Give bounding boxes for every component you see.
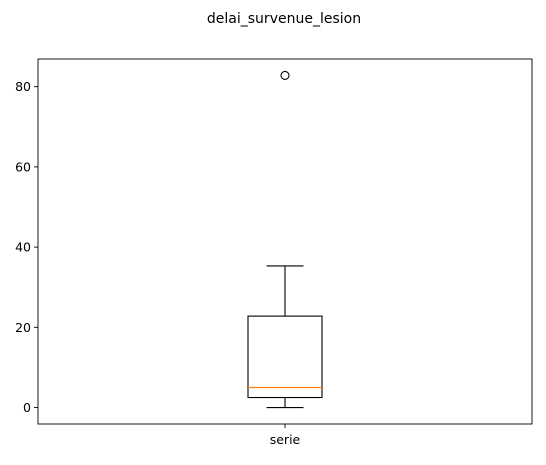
chart-title: delai_survenue_lesion [207,11,361,27]
axes-frame [37,58,533,425]
y-tick-label-0: 0 [23,400,31,415]
box-serie [247,315,323,399]
y-tick-label-40: 40 [15,240,31,255]
x-tick-label-serie: serie [270,432,301,447]
y-tick-label-80: 80 [15,79,31,94]
plot-area: 0 20 40 60 80 serie [15,58,533,447]
y-tick-label-20: 20 [15,320,31,335]
outlier-point-serie-0 [280,70,290,80]
y-tick-label-60: 60 [15,159,31,174]
